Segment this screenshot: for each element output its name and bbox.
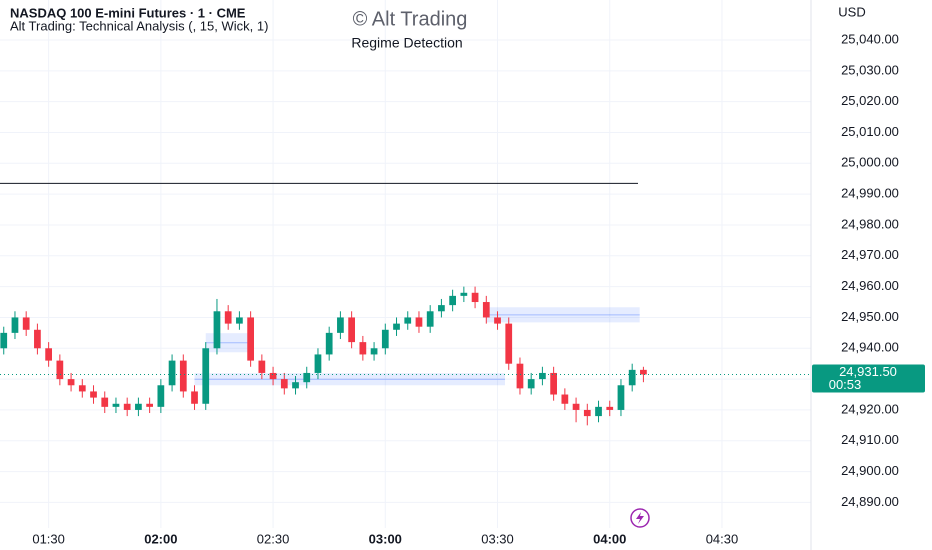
candle-body	[482, 302, 490, 318]
y-tick-label: 25,010.00	[841, 124, 899, 139]
candle-body	[516, 363, 524, 389]
candle-body	[34, 329, 41, 349]
candle-body	[572, 403, 580, 410]
candle-body	[449, 295, 456, 306]
grid	[0, 0, 811, 528]
candle-body	[426, 311, 434, 327]
candle-body	[224, 311, 232, 324]
candle-body	[393, 323, 400, 330]
candle-body	[101, 397, 109, 407]
candle-body	[617, 385, 625, 410]
x-tick-label: 04:00	[593, 531, 626, 546]
candle-body	[438, 305, 445, 312]
candle-body	[202, 348, 210, 404]
candle-body	[0, 332, 8, 349]
candle-body	[11, 317, 19, 333]
candle-body	[381, 329, 389, 349]
candle-body	[471, 292, 479, 303]
candle-body	[135, 403, 142, 410]
x-tick-label: 03:30	[481, 531, 514, 546]
candle-body	[45, 348, 52, 361]
symbol-title: NASDAQ 100 E-mini Futures · 1 · CME	[10, 5, 246, 20]
plot	[0, 182, 811, 426]
y-tick-label: 24,940.00	[841, 340, 899, 355]
candle-body	[90, 391, 97, 398]
candle-body	[595, 406, 602, 417]
candle-body	[415, 317, 423, 327]
candle-body	[404, 317, 412, 324]
candle-body	[505, 323, 513, 364]
x-tick-label: 01:30	[32, 531, 65, 546]
watermark: © Alt Trading	[353, 8, 468, 30]
candle-body	[348, 317, 355, 343]
candle-body	[269, 372, 277, 380]
candle-body	[640, 369, 647, 375]
y-tick-label: 24,920.00	[841, 401, 899, 416]
y-tick-label: 25,000.00	[841, 155, 899, 170]
candle-body	[67, 379, 75, 386]
y-tick-label: 25,020.00	[841, 93, 899, 108]
candle-body	[292, 382, 299, 389]
candle-body	[628, 369, 636, 386]
candle-body	[325, 332, 333, 355]
candle-body	[123, 403, 131, 410]
y-tick-label: 24,970.00	[841, 247, 899, 262]
x-tick-label: 03:00	[369, 531, 402, 546]
last-price-label: 24,931.50	[839, 364, 897, 379]
y-tick-label: 24,890.00	[841, 494, 899, 509]
y-tick-label: 24,990.00	[841, 186, 899, 201]
x-tick-label: 02:30	[257, 531, 290, 546]
candle-body	[370, 348, 378, 355]
x-tick-label: 02:00	[144, 531, 177, 546]
watermark-subtitle: Regime Detection	[351, 35, 462, 51]
y-tick-label: 24,900.00	[841, 463, 899, 478]
candle-body	[494, 317, 501, 324]
candle-body	[157, 385, 165, 407]
candle-body	[78, 385, 86, 392]
candle-body	[460, 292, 468, 296]
candle-body	[606, 406, 614, 410]
candle-body	[236, 317, 243, 324]
candle-body	[179, 360, 187, 392]
candle-body	[258, 360, 266, 373]
candle-body	[583, 409, 591, 417]
candle-body	[168, 360, 176, 386]
candle-body	[337, 317, 344, 333]
y-tick-label: 24,960.00	[841, 278, 899, 293]
candle-body	[56, 360, 64, 380]
candle-body	[146, 403, 153, 407]
y-tick-label: 24,910.00	[841, 432, 899, 447]
event-bolt[interactable]	[636, 512, 644, 524]
y-tick-label: 24,950.00	[841, 309, 899, 324]
candle-body	[22, 317, 30, 330]
candle-body	[280, 379, 288, 389]
indicator-title: Alt Trading: Technical Analysis (, 15, W…	[10, 18, 268, 33]
candle-body	[213, 311, 221, 349]
y-tick-label: 25,030.00	[841, 62, 899, 77]
candle-body	[314, 354, 322, 373]
candle-body	[561, 394, 569, 404]
events-icon[interactable]	[630, 508, 650, 528]
y-tick-label: 24,980.00	[841, 216, 899, 231]
candle-body	[550, 372, 557, 395]
y-tick-label: 25,040.00	[841, 31, 899, 46]
x-tick-label: 04:30	[706, 531, 739, 546]
currency: USD	[838, 4, 865, 19]
candle-body	[191, 391, 198, 404]
candle-body	[527, 379, 535, 389]
zone	[486, 307, 640, 323]
candle-body	[303, 372, 311, 383]
candle-body	[359, 342, 367, 355]
candle-body	[247, 317, 254, 361]
candle-body	[539, 372, 546, 380]
countdown: 00:53	[829, 377, 862, 392]
candle-body	[112, 403, 120, 407]
last-price-tag	[812, 364, 925, 393]
